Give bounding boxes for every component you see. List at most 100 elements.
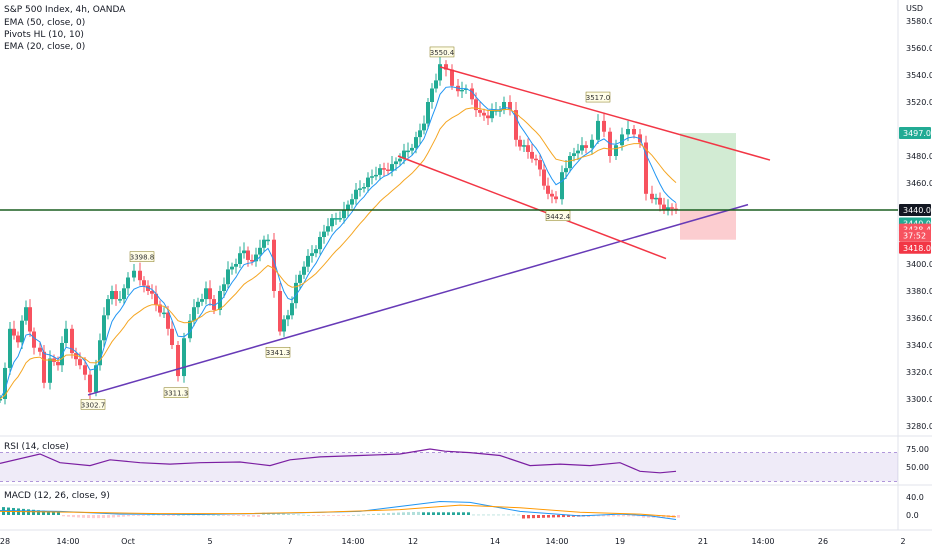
candle: [158, 304, 162, 313]
time-tick-label: 14:00: [751, 537, 774, 546]
macd-bar: [602, 515, 605, 517]
candle: [318, 237, 322, 250]
pivot-label-box: [129, 251, 155, 262]
candle: [238, 253, 242, 264]
pivot-label-1: 3517.0: [585, 91, 611, 103]
candle: [98, 340, 102, 366]
price-badge-box: [899, 127, 931, 140]
candle: [382, 168, 386, 170]
price-badge-box: [899, 241, 931, 254]
pivot-label-text: 3302.7: [81, 401, 106, 409]
time-tick-label: 28: [0, 537, 10, 546]
macd-bar: [512, 514, 515, 516]
macd-bar: [627, 515, 630, 517]
candle: [542, 169, 546, 186]
candle: [508, 102, 512, 111]
macd-line: [0, 500, 677, 520]
candle: [418, 130, 422, 138]
candle: [362, 187, 366, 189]
macd-bar: [412, 511, 415, 515]
macd-bar: [617, 515, 620, 517]
macd-bar: [142, 515, 145, 516]
ema-50-line: [0, 107, 677, 400]
indicator-ema50-label: EMA (50, close, 0): [4, 18, 86, 28]
candle: [83, 365, 87, 375]
price-tick-label: 3560.0: [906, 44, 932, 53]
macd-bar: [32, 509, 35, 515]
candle: [302, 266, 306, 275]
macd-bar: [247, 515, 250, 517]
candle: [338, 218, 342, 220]
pivot-label-text: 3517.0: [586, 94, 611, 102]
macd-bar: [72, 515, 75, 518]
time-tick-label: 26: [818, 537, 828, 546]
price-badge-text: 3497.0: [903, 129, 931, 138]
candle: [526, 145, 530, 152]
candle: [196, 301, 200, 308]
candle: [254, 254, 258, 262]
currency-label: USD: [906, 4, 923, 13]
macd-bar: [112, 515, 115, 518]
candle: [584, 145, 588, 148]
candle: [114, 291, 118, 300]
time-tick-label: 14:00: [56, 537, 79, 546]
time-tick-label: 14: [490, 537, 500, 546]
macd-bar: [377, 513, 380, 515]
macd-bar: [507, 514, 510, 516]
price-tick-label: 3480.0: [906, 152, 932, 161]
price-tick-label: 3280.0: [906, 422, 932, 431]
candle: [358, 188, 362, 190]
pivot-label-box: [163, 387, 189, 398]
candles: [0, 56, 678, 405]
macd-bar: [167, 515, 170, 516]
candle: [204, 288, 208, 300]
candle: [650, 193, 654, 200]
candle: [170, 328, 174, 345]
time-tick-label: 5: [207, 537, 212, 546]
pivot-label-box: [265, 346, 291, 358]
macd-bar: [372, 513, 375, 515]
macd-bar: [182, 514, 185, 516]
macd-bar: [307, 514, 310, 516]
candle: [272, 239, 276, 291]
price-tick-label: 3520.0: [906, 98, 932, 107]
time-tick-label: 7: [287, 537, 292, 546]
candle: [246, 250, 250, 260]
candle: [518, 139, 522, 147]
macd-bar: [217, 514, 220, 516]
rsi-line: [0, 448, 677, 474]
macd-bar: [67, 515, 70, 517]
candle: [632, 129, 636, 135]
macd-bar: [342, 515, 345, 516]
candle: [590, 139, 594, 148]
candle: [142, 280, 146, 286]
macd-bar: [322, 515, 325, 516]
candle: [342, 210, 346, 219]
macd-bar: [632, 515, 635, 517]
candle: [230, 266, 234, 270]
macd-bar: [232, 515, 235, 516]
time-tick-label: Oct: [121, 537, 135, 546]
macd-bar: [612, 515, 615, 517]
macd-bar: [387, 513, 390, 515]
ema-20-line: [0, 86, 677, 400]
macd-bar: [482, 514, 485, 516]
candle: [390, 164, 394, 171]
candle: [74, 353, 78, 360]
candle: [234, 264, 238, 267]
time-tick-label: 14:00: [341, 537, 364, 546]
candle: [460, 89, 464, 92]
macd-bar: [487, 514, 490, 516]
macd-bar: [62, 515, 65, 517]
macd-bar: [347, 515, 350, 516]
macd-bar: [292, 514, 295, 515]
candle: [370, 176, 374, 178]
candle: [410, 147, 414, 151]
macd-bar: [417, 511, 420, 515]
candle: [482, 112, 486, 116]
candle: [444, 64, 448, 70]
macd-bar: [622, 515, 625, 517]
candle: [398, 158, 402, 162]
